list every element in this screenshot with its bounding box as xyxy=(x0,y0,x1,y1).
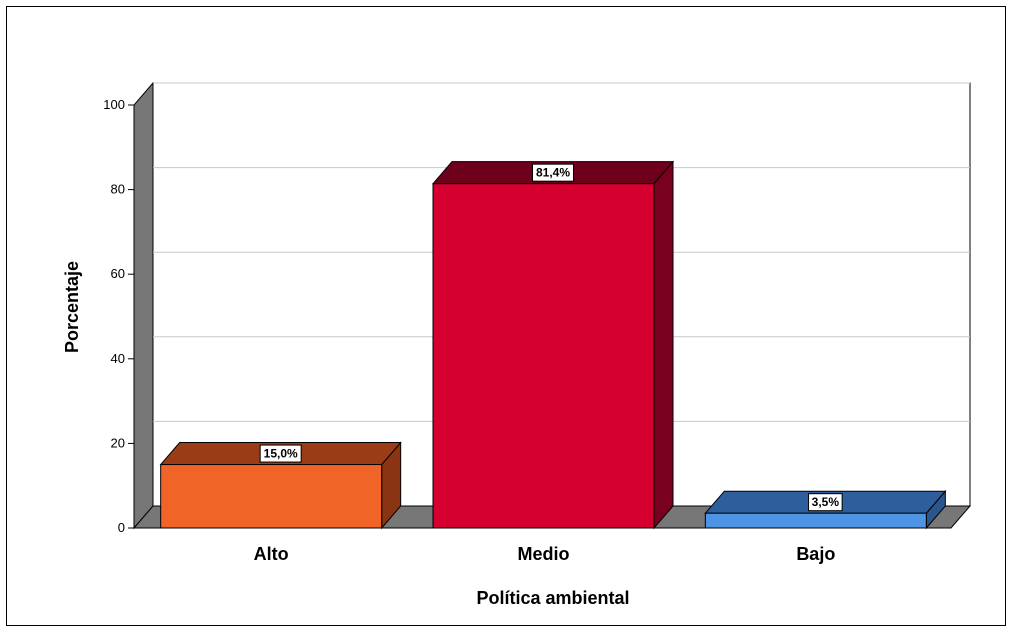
bar-side xyxy=(653,160,674,530)
y-axis-title: Porcentaje xyxy=(62,261,82,353)
data-labels: 15,0% 81,4% 3,5% xyxy=(259,163,843,512)
data-label-text: 81,4% xyxy=(536,166,570,180)
bar-medio xyxy=(431,160,675,530)
data-label: 81,4% xyxy=(532,163,574,182)
y-tick-label: 40 xyxy=(111,351,125,366)
y-tick-label: 0 xyxy=(118,520,125,535)
y-tick-label: 20 xyxy=(111,435,125,450)
bar-front xyxy=(432,183,655,529)
y-tick-label: 60 xyxy=(111,266,125,281)
bar-front xyxy=(160,464,383,529)
bar-chart: 0 20 40 60 80 100 15,0% 81,4% 3,5% Alto Medio Baj… xyxy=(62,81,972,608)
y-axis-ticks: 0 20 40 60 80 100 xyxy=(103,97,134,535)
data-label-text: 3,5% xyxy=(812,495,840,509)
data-label: 3,5% xyxy=(808,493,843,512)
x-axis-title: Política ambiental xyxy=(476,588,629,608)
chart-frame: 0 20 40 60 80 100 15,0% 81,4% 3,5% Alto Medio Baj… xyxy=(6,6,1006,626)
x-category-label: Medio xyxy=(518,544,570,564)
y-tick-label: 80 xyxy=(111,182,125,197)
data-label-box xyxy=(808,493,843,512)
side-wall xyxy=(133,81,154,530)
data-label: 15,0% xyxy=(259,444,302,463)
data-label-box xyxy=(259,444,302,463)
bar-alto xyxy=(159,441,402,530)
x-category-label: Alto xyxy=(254,544,289,564)
y-tick-label: 100 xyxy=(103,97,125,112)
x-axis-categories: Alto Medio Bajo xyxy=(254,544,836,564)
x-category-label: Bajo xyxy=(796,544,835,564)
bars xyxy=(159,160,947,530)
data-label-text: 15,0% xyxy=(264,447,298,461)
bar-front xyxy=(704,512,927,529)
data-label-box xyxy=(532,163,574,182)
